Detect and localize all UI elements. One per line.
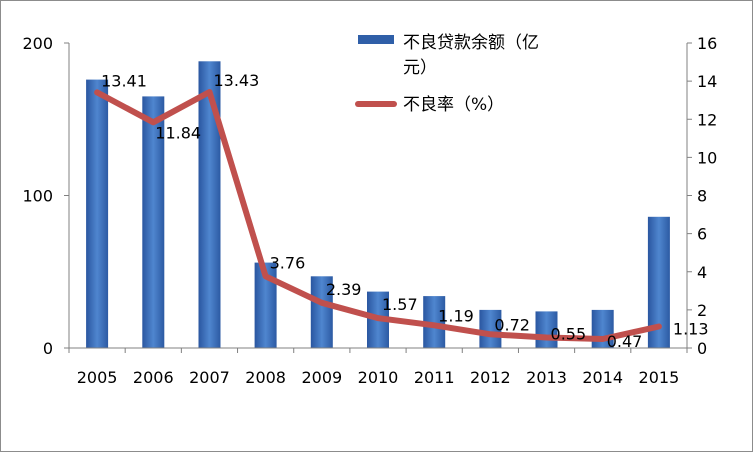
data-label-2008: 3.76 bbox=[270, 253, 306, 272]
bar-2009 bbox=[310, 276, 333, 348]
right-axis-tick-label: 12 bbox=[697, 110, 717, 129]
data-label-2014: 0.47 bbox=[607, 332, 643, 351]
x-axis-tick-label-2013: 2013 bbox=[526, 368, 567, 387]
bar-2008 bbox=[254, 262, 277, 348]
bar-2011 bbox=[423, 296, 446, 348]
legend-bar-label-line1: 不良贷款余额（亿 bbox=[403, 33, 539, 53]
left-axis-tick-label: 100 bbox=[22, 187, 53, 206]
data-label-2013: 0.55 bbox=[551, 325, 587, 344]
right-axis-tick-label: 4 bbox=[697, 263, 707, 282]
bar-2005 bbox=[86, 79, 109, 348]
data-label-2015: 1.13 bbox=[673, 319, 709, 338]
data-label-2012: 0.72 bbox=[494, 315, 530, 334]
left-axis-tick-label: 200 bbox=[22, 34, 53, 53]
x-axis-tick-label-2012: 2012 bbox=[470, 368, 511, 387]
x-axis-tick-label-2006: 2006 bbox=[133, 368, 174, 387]
x-axis-tick-label-2010: 2010 bbox=[358, 368, 399, 387]
data-label-2011: 1.19 bbox=[438, 306, 474, 325]
line-series-npl-ratio bbox=[94, 89, 662, 342]
right-axis-tick-label: 0 bbox=[697, 339, 707, 358]
data-label-2006: 11.84 bbox=[155, 123, 201, 142]
x-axis-tick-label-2011: 2011 bbox=[414, 368, 455, 387]
bar-2007 bbox=[198, 61, 221, 349]
right-axis-tick-label: 6 bbox=[697, 225, 707, 244]
x-axis-tick-label-2005: 2005 bbox=[77, 368, 118, 387]
legend-line-label: 不良率（%） bbox=[403, 95, 504, 115]
right-axis-tick-label: 16 bbox=[697, 34, 717, 53]
bar-2006 bbox=[142, 96, 165, 349]
right-axis-tick-label: 14 bbox=[697, 72, 717, 91]
right-axis-tick-label: 10 bbox=[697, 148, 717, 167]
data-label-2009: 2.39 bbox=[326, 280, 362, 299]
left-axis-tick-label: 0 bbox=[43, 339, 53, 358]
bar-2012 bbox=[479, 309, 502, 348]
legend-bar-swatch bbox=[358, 35, 394, 44]
x-axis-tick-label-2007: 2007 bbox=[189, 368, 230, 387]
x-axis-tick-label-2015: 2015 bbox=[639, 368, 680, 387]
data-label-2007: 13.43 bbox=[213, 71, 259, 90]
legend-bar-label-line2: 元） bbox=[403, 58, 437, 78]
right-axis-tick-label: 8 bbox=[697, 187, 707, 206]
x-axis-tick-label-2008: 2008 bbox=[245, 368, 286, 387]
bar-2015 bbox=[647, 216, 670, 348]
x-axis-tick-label-2014: 2014 bbox=[582, 368, 623, 387]
data-label-2010: 1.57 bbox=[382, 295, 418, 314]
x-axis-tick-label-2009: 2009 bbox=[301, 368, 342, 387]
right-axis-tick-label: 2 bbox=[697, 301, 707, 320]
data-label-2005: 13.41 bbox=[101, 71, 147, 90]
